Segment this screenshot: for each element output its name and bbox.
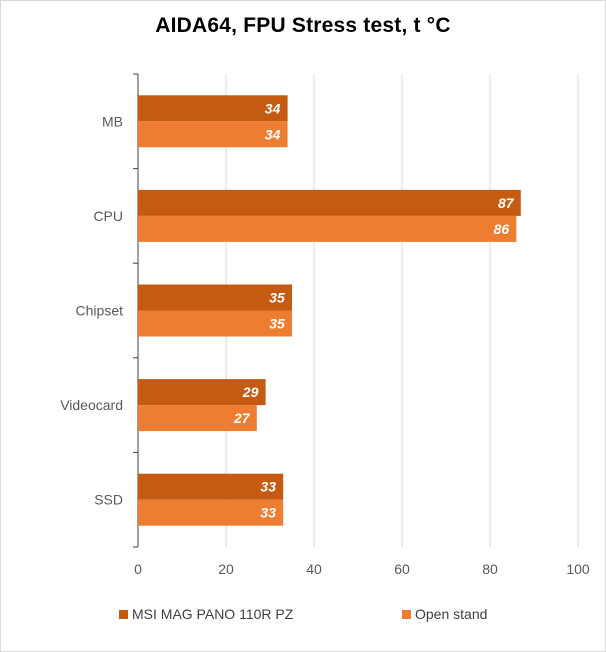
data-labels: 0 20 40 60 80 100 MB 34 34 CPU 87 86 Chipset 35 35 Vide… <box>60 100 590 577</box>
bar-series-1 <box>138 189 521 216</box>
x-tick-label: 100 <box>566 561 590 577</box>
bar-series-2 <box>138 499 284 526</box>
legend-item-series-2: Open stand <box>402 606 487 622</box>
legend-label-series-1: MSI MAG PANO 110R PZ <box>132 606 294 622</box>
bar-series-2 <box>138 405 257 432</box>
bar-series-1 <box>138 379 266 406</box>
bar-series-2 <box>138 215 517 242</box>
data-label: 27 <box>233 410 251 426</box>
bars <box>138 95 521 526</box>
category-label: Chipset <box>76 303 124 319</box>
category-label: MB <box>102 113 123 129</box>
legend-swatch-series-1 <box>119 609 128 619</box>
data-label: 35 <box>269 316 285 332</box>
x-tick-label: 40 <box>306 561 322 577</box>
bar-series-1 <box>138 284 292 311</box>
data-label: 87 <box>498 195 515 211</box>
bar-series-2 <box>138 121 288 148</box>
bar-series-1 <box>138 473 284 500</box>
data-label: 33 <box>260 479 276 495</box>
legend-label-series-2: Open stand <box>415 606 488 622</box>
category-label: Videocard <box>60 397 123 413</box>
chart-title: AIDA64, FPU Stress test, t °C <box>155 14 451 37</box>
legend: MSI MAG PANO 110R PZ Open stand <box>0 606 606 626</box>
bar-series-1 <box>138 95 288 122</box>
axes <box>133 73 139 548</box>
legend-swatch-series-2 <box>402 609 411 619</box>
data-label: 33 <box>260 505 276 521</box>
data-label: 86 <box>494 221 510 237</box>
legend-item-series-1: MSI MAG PANO 110R PZ <box>119 606 293 622</box>
category-label: CPU <box>93 208 123 224</box>
category-label: SSD <box>94 492 123 508</box>
bar-series-2 <box>138 310 292 337</box>
data-label: 34 <box>265 100 281 116</box>
x-tick-label: 80 <box>482 561 498 577</box>
x-tick-label: 20 <box>218 561 234 577</box>
x-tick-label: 0 <box>134 561 142 577</box>
data-label: 29 <box>242 384 259 400</box>
x-tick-label: 60 <box>394 561 410 577</box>
data-label: 34 <box>265 126 281 142</box>
data-label: 35 <box>269 290 285 306</box>
